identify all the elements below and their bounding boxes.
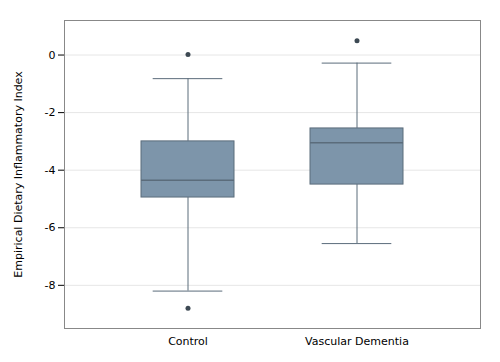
svg-text:Empirical Dietary Inflammatory: Empirical Dietary Inflammatory Index bbox=[12, 71, 25, 278]
svg-text:-6: -6 bbox=[45, 221, 56, 234]
svg-text:Vascular Dementia: Vascular Dementia bbox=[305, 335, 409, 348]
svg-text:0: 0 bbox=[49, 49, 56, 62]
svg-text:-2: -2 bbox=[45, 106, 56, 119]
svg-text:-4: -4 bbox=[45, 164, 56, 177]
svg-text:-8: -8 bbox=[45, 279, 56, 292]
svg-text:Control: Control bbox=[168, 335, 208, 348]
